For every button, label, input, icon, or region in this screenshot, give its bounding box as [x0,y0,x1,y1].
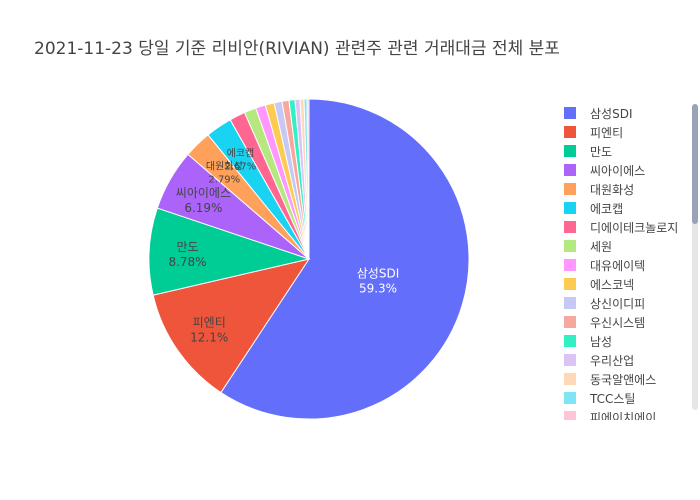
legend-label: 대원화성 [590,182,635,197]
slice-percent-label: 12.1% [190,330,228,344]
legend-label: 우신시스템 [590,315,646,330]
legend-item[interactable]: 동국알앤에스 [556,370,656,388]
slice-label: 에코캡 [227,148,255,160]
legend-swatch [564,164,576,176]
legend-swatch [564,316,576,328]
legend-swatch [564,354,576,366]
legend-item[interactable]: 삼성SDI [556,104,632,122]
legend-swatch [564,411,576,420]
legend-item[interactable]: TCC스틸 [556,389,635,407]
legend-item[interactable]: 에스코넥 [556,275,634,293]
slice-label: 삼성SDI [357,267,399,281]
slice-label: 대원화성 [206,161,243,173]
legend-item[interactable]: 대유에이텍 [556,256,645,274]
legend-label: TCC스틸 [590,391,636,406]
legend-swatch [564,183,576,195]
chart-title: 2021-11-23 당일 기준 리비안(RIVIAN) 관련주 관련 거래대금… [34,39,560,59]
legend-label: 상신이디피 [590,296,646,311]
legend-label: 삼성SDI [590,106,633,121]
legend-swatch [564,107,576,119]
pie-slice[interactable] [220,98,470,420]
legend-label: 만도 [590,144,613,159]
legend-swatch [564,335,576,347]
legend-label: 우리산업 [590,353,635,368]
pie-slice[interactable] [306,98,310,260]
legend-swatch [564,240,576,252]
legend-label: 피엔티 [590,125,624,140]
legend-label: 대유에이텍 [590,258,646,273]
legend-item[interactable]: 피엔티 [556,123,623,141]
legend-label: 에코캡 [590,201,624,216]
legend-swatch [564,259,576,271]
legend-swatch [564,373,576,385]
legend-item[interactable]: 만도 [556,142,612,160]
legend-swatch [564,145,576,157]
legend-item[interactable]: 에코캡 [556,199,623,217]
legend-swatch [564,221,576,233]
slice-percent-label: 2.79% [208,175,240,186]
legend-swatch [564,392,576,404]
legend-swatch [564,278,576,290]
legend-scrollbar-thumb[interactable] [692,104,698,224]
slice-percent-label: 59.3% [359,282,397,296]
legend-item[interactable]: 씨아이에스 [556,161,645,179]
legend-item[interactable]: 피에이치에이 [556,408,656,420]
pie-slice[interactable] [148,207,311,296]
legend-swatch [564,126,576,138]
legend-item[interactable]: 대원화성 [556,180,634,198]
legend-item[interactable]: 우리산업 [556,351,634,369]
slice-percent-label: 8.78% [168,255,206,269]
legend-item[interactable]: 우신시스템 [556,313,645,331]
slice-label: 피엔티 [193,315,226,329]
legend-item[interactable]: 남성 [556,332,612,350]
legend-label: 남성 [590,334,613,349]
slice-label: 만도 [176,240,198,254]
legend-swatch [564,297,576,309]
legend-scrollbar[interactable] [692,104,698,410]
legend-label: 피에이치에이 [590,410,657,421]
slice-label: 씨아이에스 [176,186,231,200]
legend-item[interactable]: 세원 [556,237,612,255]
slice-percent-label: 6.19% [184,201,222,215]
legend-label: 동국알앤에스 [590,372,657,387]
legend-label: 세원 [590,239,613,254]
legend-item[interactable]: 디에이테크놀로지 [556,218,678,236]
legend-label: 디에이테크놀로지 [590,220,679,235]
legend-item[interactable]: 상신이디피 [556,294,645,312]
pie-slice[interactable] [152,258,311,394]
legend-label: 씨아이에스 [590,163,646,178]
slice-percent-label: 2.67% [225,162,257,173]
legend-swatch [564,202,576,214]
legend-label: 에스코넥 [590,277,635,292]
